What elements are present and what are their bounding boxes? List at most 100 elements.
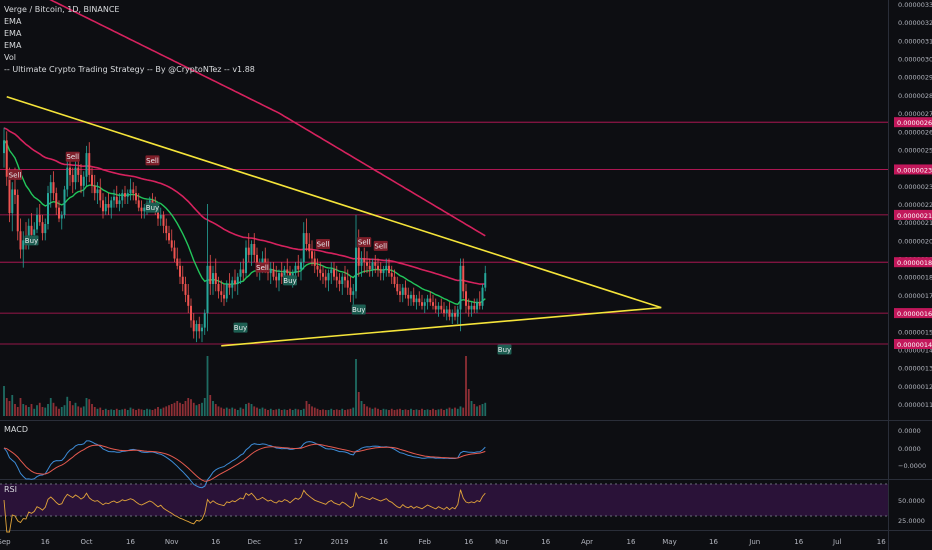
candle-body	[104, 204, 107, 212]
candle-body	[467, 305, 470, 310]
candle-body	[126, 193, 129, 197]
candle-body	[77, 167, 80, 175]
macd-pane-label[interactable]: MACD	[4, 425, 28, 434]
candle-body	[454, 313, 456, 317]
rsi-pane-label[interactable]: RSI	[4, 485, 17, 494]
buy-signal-box	[24, 235, 39, 246]
buy-signal-box	[233, 322, 248, 333]
indicator-ema-3[interactable]: EMA	[4, 41, 22, 50]
candle-body	[316, 265, 319, 270]
volume-bar	[451, 408, 454, 416]
volume-bar	[11, 395, 14, 416]
candle-body	[137, 200, 140, 208]
volume-bar	[437, 409, 440, 416]
indicator-ema-1[interactable]: EMA	[4, 17, 22, 26]
indicator-vol[interactable]: Vol	[4, 53, 16, 62]
indicator-ema-2[interactable]: EMA	[4, 29, 22, 38]
candle-body	[239, 269, 242, 277]
price-level-label: 0.00000143	[897, 341, 932, 349]
time-axis[interactable]: Sep 16 Oct 16 Nov 16 Dec 17 2019 16 Feb 16 Mar 16 Apr 1…	[0, 538, 886, 546]
candle-body	[206, 265, 209, 314]
volume-bar	[357, 392, 360, 416]
candle-body	[27, 225, 30, 244]
volume-bar	[124, 408, 126, 416]
volume-bar	[228, 408, 231, 416]
volume-bar	[69, 401, 71, 416]
volume-bar	[297, 409, 300, 416]
candle-body	[253, 244, 256, 255]
volume-bar	[66, 396, 69, 416]
volume-bar	[305, 401, 308, 416]
volume-bar	[355, 359, 357, 416]
volume-bar	[289, 408, 291, 416]
volume-bar	[91, 404, 93, 416]
price-level-label: 0.00000239	[897, 166, 932, 174]
volume-bar	[300, 410, 302, 416]
sell-signal-label: Sell	[358, 239, 371, 247]
candle-body	[187, 294, 190, 306]
candle-body	[366, 262, 368, 266]
candle-body	[385, 265, 388, 270]
volume-bar	[481, 404, 484, 416]
candle-body	[357, 247, 360, 266]
volume-bar	[275, 409, 278, 416]
macd-signal-line	[3, 443, 486, 482]
volume-bar	[60, 407, 63, 416]
macd-line	[3, 440, 486, 489]
candle-body	[198, 324, 201, 332]
candle-body	[74, 167, 77, 183]
price-level-badge	[894, 339, 932, 349]
volume-bar	[195, 405, 198, 416]
indicator-strategy[interactable]: -- Ultimate Crypto Trading Strategy -- B…	[4, 65, 255, 74]
trendlines[interactable]	[6, 95, 662, 347]
candle-body	[476, 302, 478, 310]
volume-bar	[63, 405, 66, 416]
volume-bar	[168, 405, 170, 416]
volume-bar	[390, 408, 393, 416]
candle-body	[36, 214, 38, 230]
time-tick-label: 17	[294, 538, 303, 546]
candle-body	[399, 291, 401, 295]
volume-bar	[242, 408, 245, 416]
price-level-label: 0.00000188	[897, 259, 932, 267]
volume-bar	[140, 409, 143, 416]
price-level-badge	[894, 257, 932, 268]
sell-signal-box	[255, 262, 270, 273]
candle-body	[8, 176, 11, 214]
candle-body	[231, 280, 234, 288]
candle-body	[407, 294, 410, 299]
volume-bar	[396, 409, 399, 416]
candle-body	[52, 182, 55, 194]
candle-body	[212, 273, 214, 284]
candle-body	[173, 247, 176, 259]
candle-body	[214, 273, 217, 284]
volume-bar	[206, 356, 209, 416]
candle-body	[151, 200, 154, 204]
volume-bar	[366, 406, 368, 416]
volume-bar	[71, 405, 74, 416]
candle-body	[113, 196, 115, 201]
candle-body	[275, 276, 278, 281]
sell-signal-box	[65, 151, 80, 162]
volume-bar	[335, 409, 338, 416]
volume-bar	[404, 409, 407, 416]
symbol-title[interactable]: Verge / Bitcoin, 1D, BINANCE	[4, 5, 120, 14]
volume-bar	[272, 410, 275, 416]
candle-body	[390, 273, 393, 277]
candle-body	[192, 320, 195, 332]
candle-body	[201, 327, 203, 332]
volume-bar	[190, 399, 192, 416]
candle-body	[80, 174, 82, 186]
time-tick-label: Feb	[419, 538, 432, 546]
candle-body	[311, 251, 313, 259]
volume-bar	[170, 404, 173, 416]
candle-body	[242, 269, 245, 274]
candle-body	[3, 140, 5, 154]
volume-bar	[107, 410, 110, 416]
volume-bar	[374, 407, 377, 416]
volume-bar	[291, 410, 294, 416]
